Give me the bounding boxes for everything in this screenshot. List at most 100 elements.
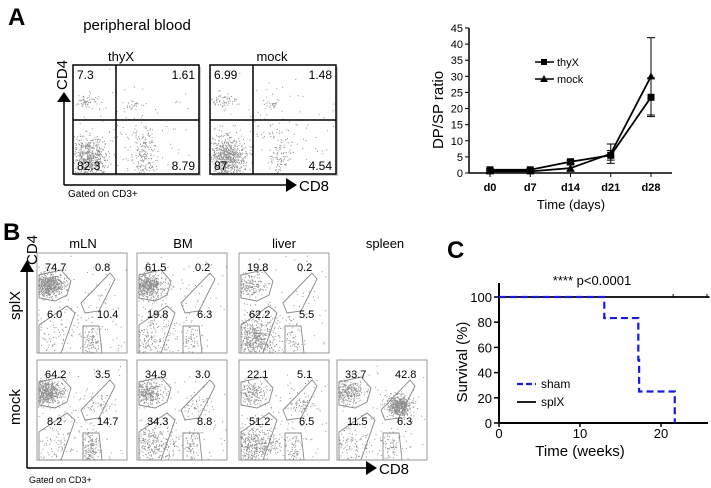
gate-polygon [80, 379, 116, 421]
gate-polygon [38, 376, 72, 409]
gate-polygon [240, 412, 278, 461]
gate-dn-value: 6.0 [47, 309, 62, 321]
gate-dp-value: 0.2 [195, 262, 210, 274]
flow-plot-thyx: 7.3 1.61 82.3 8.79 [72, 64, 201, 176]
cd4-axis-label: CD4 [54, 60, 71, 90]
plot-frame [36, 359, 128, 461]
gate-cd4-value: 74.7 [45, 262, 66, 274]
gate-polygon [182, 432, 203, 461]
data-point [567, 158, 574, 166]
legend-sham-label: sham [541, 377, 570, 391]
x-tick-label: 0 [495, 426, 502, 441]
series-line [490, 75, 652, 173]
scatter-events [338, 365, 426, 460]
gate-cd4-value: 34.9 [145, 369, 166, 381]
data-point [486, 167, 494, 175]
flow-a-thyx-title: thyX [108, 49, 134, 64]
y-tick-label: 20 [451, 104, 463, 116]
y-tick-label: 0 [457, 168, 463, 180]
gate-polygon [38, 305, 76, 354]
gate-polygon [138, 376, 172, 409]
gate-cd4-value: 22.1 [247, 369, 268, 381]
y-tick-label: 80 [478, 315, 492, 330]
gate-polygon [138, 305, 176, 354]
x-tick-label: 10 [573, 426, 587, 441]
gate-polygon [240, 269, 274, 302]
row-splx: splX [7, 291, 24, 320]
flow-plot-mock-spleen: 33.7 42.8 11.5 6.3 [336, 359, 428, 461]
flow-plots-b: 74.7 0.8 6.0 10.4 61.5 0.2 19.8 6.3 19.8 0.2 62.2 5… [36, 252, 428, 461]
scatter-events [240, 374, 327, 460]
plot-frame [36, 252, 128, 354]
column-liver: liver [272, 236, 297, 251]
survival-chart: 0 20 40 60 80 100 0 10 20 [470, 283, 710, 441]
column-bm: BM [173, 236, 193, 251]
gate-polygon [38, 412, 76, 461]
plot-frame [238, 252, 330, 354]
flow-plot-splx-liver: 19.8 0.2 62.2 5.5 [238, 252, 330, 354]
plot-frame [238, 359, 330, 461]
flow-plot-splx-mln: 74.7 0.8 6.0 10.4 [36, 252, 128, 354]
scatter-events [138, 257, 227, 353]
quadrant-cd4-value: 7.3 [77, 68, 94, 82]
gate-dn-value: 62.2 [249, 309, 270, 321]
gate-dp-value: 0.2 [297, 262, 312, 274]
y-tick-label: 5 [457, 152, 463, 164]
gate-polygon [284, 432, 305, 461]
gate-polygon [284, 325, 305, 354]
data-point [566, 164, 575, 172]
gate-polygon [180, 379, 216, 421]
x-tick-label: d14 [561, 182, 581, 194]
x-tick-label: d7 [524, 182, 537, 194]
y-tick-label: 30 [451, 71, 463, 83]
gating-label-b: Gated on CD3+ [29, 475, 92, 485]
gate-polygon [138, 412, 176, 461]
legend-splx-label: splX [541, 395, 564, 409]
flow-plots-a: 7.3 1.61 82.3 8.79 6.99 1.48 87 4.54 [72, 64, 338, 176]
quadrant-dp-value: 1.48 [309, 68, 333, 82]
panel-a-title: peripheral blood [83, 17, 191, 34]
y-tick-label: 0 [485, 416, 492, 431]
quadrant-dp-value: 1.61 [172, 68, 196, 82]
gate-polygon [182, 325, 203, 354]
y-tick-label: 60 [478, 340, 492, 355]
cd4-axis-label-b: CD4 [24, 235, 41, 265]
legend-mock-label: mock [557, 74, 584, 86]
flow-plot-mock: 6.99 1.48 87 4.54 [209, 64, 338, 176]
quadrant-cd8-value: 4.54 [309, 159, 333, 173]
gate-dp-value: 5.1 [297, 369, 312, 381]
scatter-events [74, 68, 190, 174]
line-chart-xlabel: Time (days) [537, 197, 605, 212]
y-tick-label: 20 [478, 391, 492, 406]
plot-frame [136, 359, 228, 461]
legend-marker [541, 59, 547, 65]
dp-sp-ratio-chart: 0 5 10 15 20 25 30 35 40 45 d0 d7 d14 d21 d28 [451, 23, 672, 194]
cd8-axis-label-b: CD8 [379, 461, 409, 478]
gate-dn-value: 34.3 [147, 416, 168, 428]
gate-cd4-value: 64.2 [45, 369, 66, 381]
gate-polygon [180, 272, 216, 314]
gate-cd8-value: 6.3 [397, 416, 412, 428]
data-point [647, 72, 655, 80]
y-tick-label: 45 [451, 23, 463, 35]
x-tick-label: 20 [654, 426, 668, 441]
gate-polygon [82, 325, 103, 354]
row-mock: mock [7, 389, 24, 425]
cd4-arrow-icon-b [20, 260, 34, 272]
y-tick-label: 100 [470, 290, 492, 305]
gate-polygon [38, 269, 72, 302]
gate-cd8-value: 10.4 [97, 309, 118, 321]
legend-marker [540, 75, 548, 82]
y-tick-label: 25 [451, 87, 463, 99]
gate-polygon [240, 305, 278, 354]
gate-cd8-value: 8.8 [197, 416, 212, 428]
panel-c-label: C [447, 237, 464, 264]
y-tick-label: 40 [478, 366, 492, 381]
column-mln: mLN [69, 236, 96, 251]
cd8-arrow-icon-b [366, 461, 377, 475]
gate-cd8-value: 5.5 [299, 309, 314, 321]
quadrant-cd8-value: 8.79 [172, 159, 196, 173]
data-point [526, 167, 535, 175]
